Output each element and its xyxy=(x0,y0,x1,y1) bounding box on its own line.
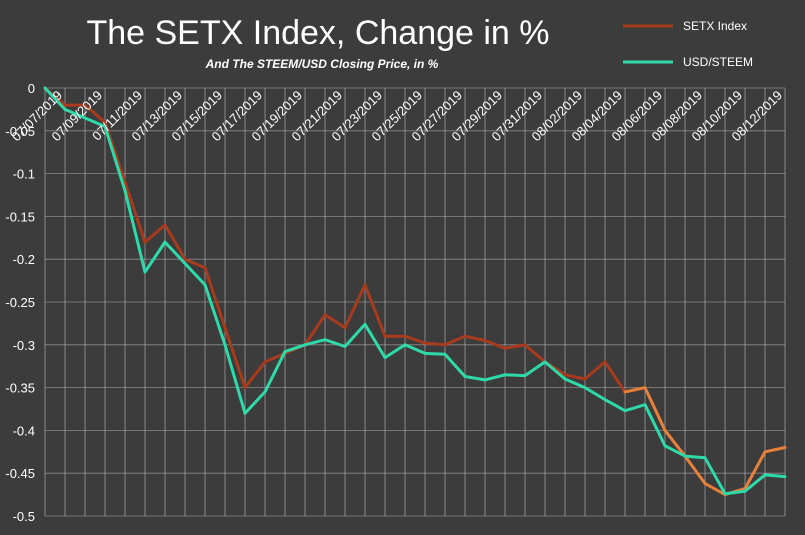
y-tick-label: -0.5 xyxy=(13,509,35,524)
legend-label-usd-steem: USD/STEEM xyxy=(683,55,753,69)
y-axis-ticks: 0 -0.05 -0.1 -0.15 -0.2 -0.25 -0.3 -0.35 -0.4 -0.… xyxy=(5,81,35,524)
y-tick-label: -0.3 xyxy=(13,338,35,353)
legend: SETX Index USD/STEEM xyxy=(623,19,753,69)
y-tick-label: -0.05 xyxy=(5,124,35,139)
y-tick-label: -0.15 xyxy=(5,209,35,224)
series-line-usd-steem xyxy=(43,86,787,496)
legend-label-setx-index: SETX Index xyxy=(683,19,747,33)
y-tick-label: -0.4 xyxy=(13,423,35,438)
series-usd-steem xyxy=(43,86,787,496)
series-line-setx-index-recent xyxy=(623,386,787,497)
y-tick-label: -0.45 xyxy=(5,466,35,481)
y-tick-label: -0.25 xyxy=(5,295,35,310)
y-tick-label: -0.2 xyxy=(13,252,35,267)
chart-title: The SETX Index, Change in % xyxy=(86,14,549,52)
gridlines xyxy=(44,87,786,517)
series-lines xyxy=(43,86,787,497)
chart-subtitle: And The STEEM/USD Closing Price, in % xyxy=(205,57,439,71)
y-tick-label: -0.1 xyxy=(13,167,35,182)
y-tick-label: -0.35 xyxy=(5,381,35,396)
y-tick-label: 0 xyxy=(28,81,35,96)
series-line-setx-index xyxy=(43,86,627,394)
series-setx-index xyxy=(43,86,787,497)
